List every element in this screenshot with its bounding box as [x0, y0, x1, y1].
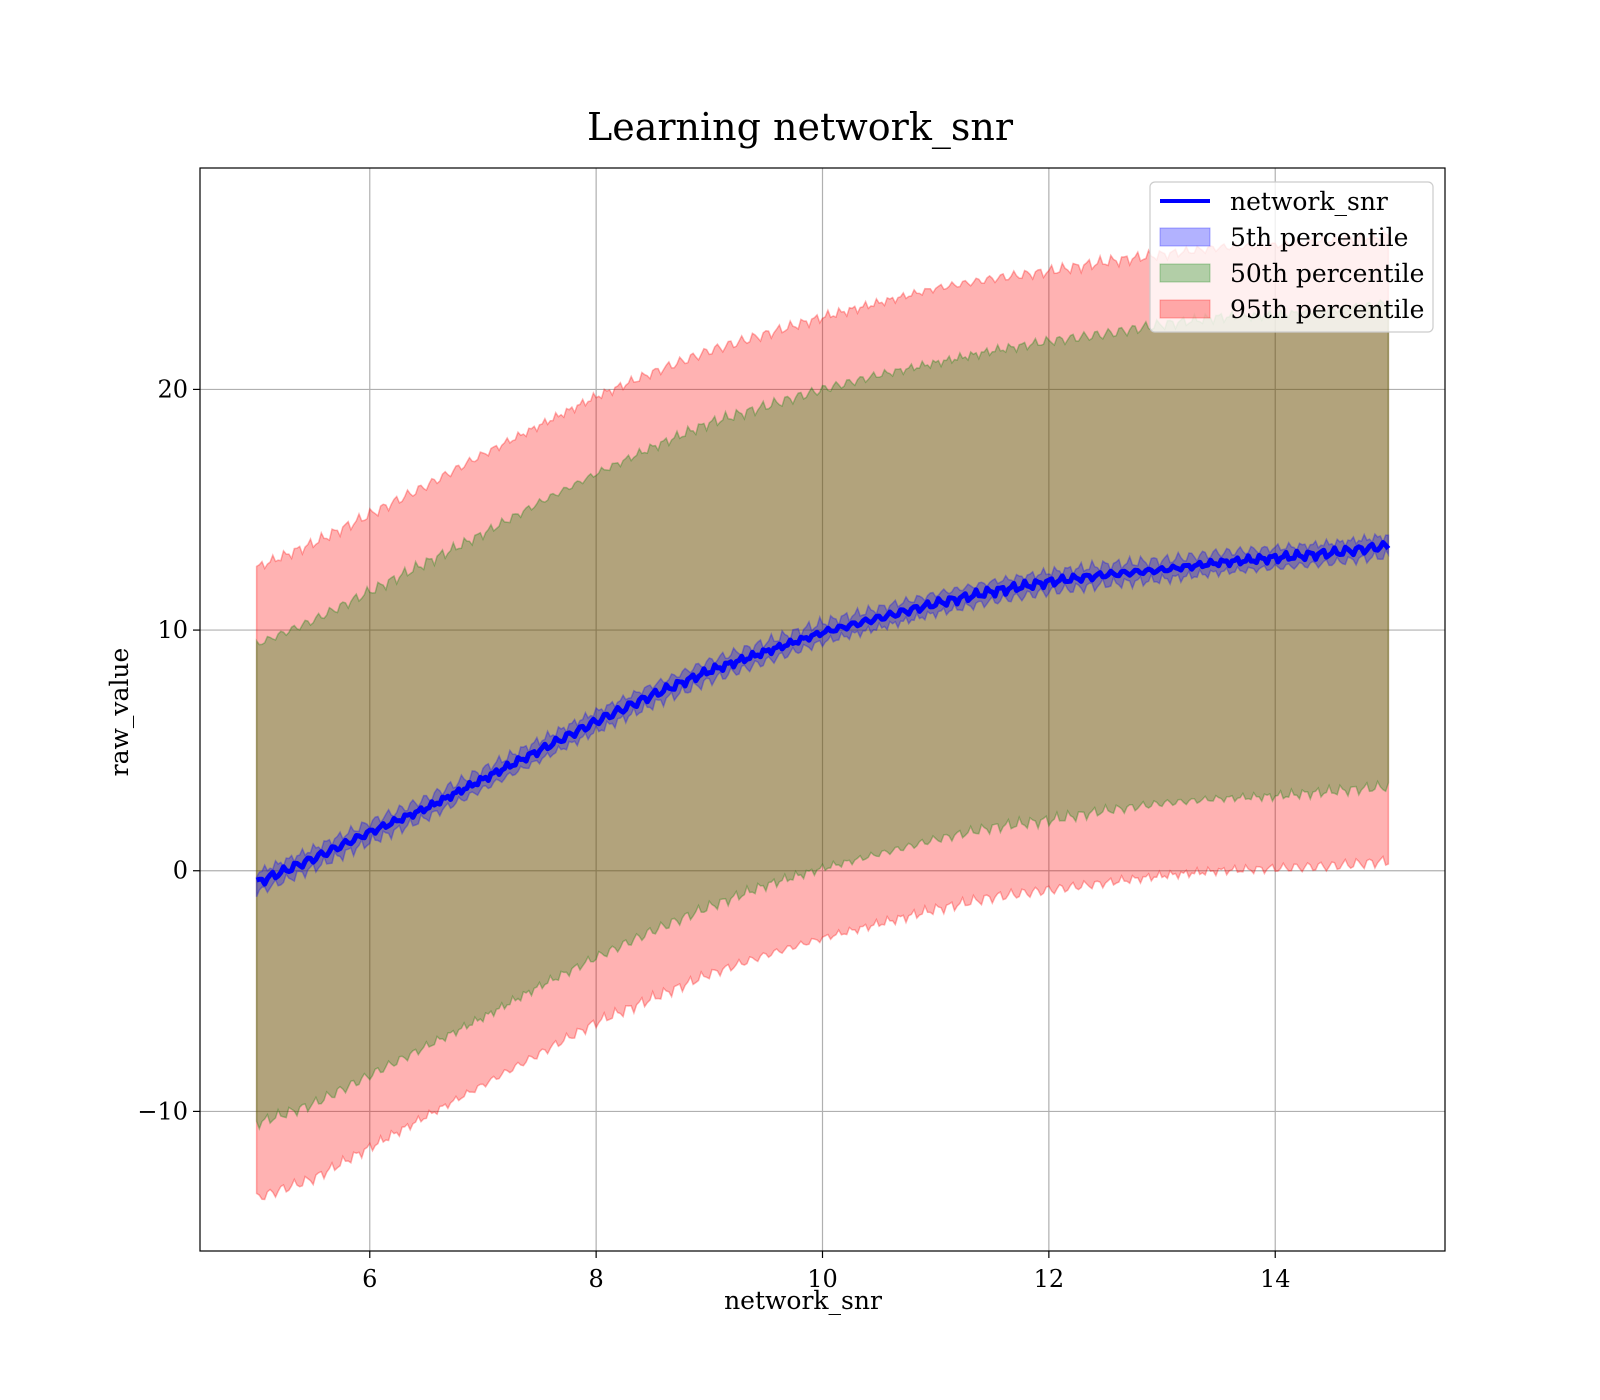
y-tick-label: 20 [157, 375, 188, 403]
legend: network_snr 5th percentile 50th percentile… [1149, 181, 1434, 333]
x-tick-label: 6 [362, 1265, 377, 1293]
x-tick-label: 8 [588, 1265, 603, 1293]
y-tick-label: 0 [173, 857, 188, 885]
legend-label: 50th percentile [1230, 259, 1424, 288]
x-tick-label: 10 [807, 1265, 838, 1293]
x-tick-label: 14 [1260, 1265, 1291, 1293]
band-95th [255, 228, 1390, 1201]
percentile-bands [255, 228, 1390, 1201]
legend-label: 5th percentile [1230, 223, 1408, 252]
chart-title: Learning network_snr [587, 105, 1014, 150]
series-line-network-snr [255, 540, 1391, 887]
x-tick-label: 12 [1034, 1265, 1065, 1293]
y-tick-label: 10 [157, 616, 188, 644]
legend-swatch-band [1159, 263, 1211, 283]
legend-frame [1149, 181, 1434, 333]
legend-swatch-band [1159, 227, 1211, 247]
plot-area: 6 8 10 12 14 −10 0 10 20 [137, 167, 1446, 1293]
legend-label: 95th percentile [1230, 295, 1424, 324]
legend-label: network_snr [1230, 187, 1388, 216]
band-5th [255, 532, 1390, 898]
axis-ticks: 6 8 10 12 14 −10 0 10 20 [137, 375, 1290, 1293]
legend-swatch-band [1159, 299, 1211, 319]
band-50th [255, 298, 1390, 1131]
grid-lines [200, 168, 1445, 1251]
legend-items: network_snr 5th percentile 50th percentile… [1159, 187, 1424, 324]
y-axis-label: raw_value [105, 648, 134, 777]
y-tick-label: −10 [137, 1097, 188, 1125]
series-lines [255, 540, 1391, 887]
x-axis-label: network_snr [724, 1286, 882, 1315]
